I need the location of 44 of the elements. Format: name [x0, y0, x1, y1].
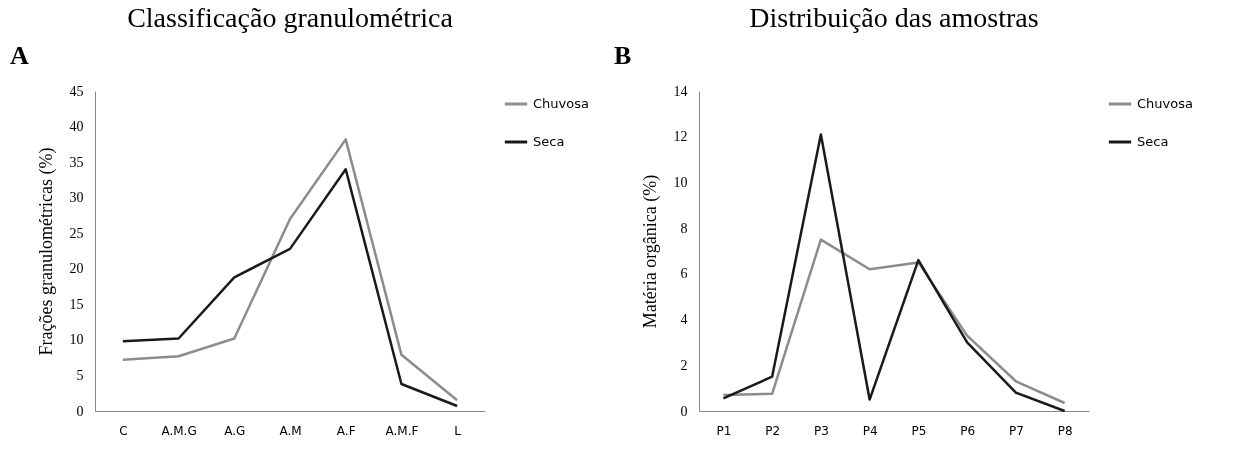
text: A [10, 41, 29, 70]
y-tick-label: 8 [680, 220, 688, 236]
y-axis-title: Matéria orgânica (%) [639, 174, 661, 329]
text: B [614, 41, 632, 70]
x-tick-label: P4 [862, 423, 878, 438]
legend-label: Seca [1137, 134, 1169, 149]
x-tick-label: A.G [224, 423, 246, 438]
y-tick-label: 5 [76, 367, 84, 383]
y-tick-label: 10 [69, 332, 84, 348]
x-tick-label: A.F [336, 423, 356, 438]
x-tick-label: L [454, 423, 462, 438]
x-tick-label: A.M.F [385, 423, 419, 438]
y-tick-label: 15 [69, 296, 84, 312]
y-tick-label: 0 [76, 403, 84, 419]
x-tick-label: P7 [1008, 423, 1024, 438]
x-tick-label: C [119, 423, 128, 438]
y-tick-label: 12 [673, 129, 688, 145]
y-tick-label: 14 [673, 83, 688, 99]
y-tick-label: 10 [673, 174, 688, 190]
x-tick-label: P6 [960, 423, 976, 438]
chart-title: Distribuição das amostras [749, 2, 1039, 33]
chart-title: Classificação granulométrica [127, 2, 454, 33]
legend-label: Seca [533, 134, 565, 149]
y-tick-label: 2 [680, 357, 688, 373]
x-tick-label: A.M [279, 423, 302, 438]
y-tick-label: 20 [69, 261, 84, 277]
y-tick-label: 4 [680, 312, 688, 328]
line-series [722, 133, 1066, 413]
y-tick-label: 35 [69, 154, 84, 170]
y-axis-title: Frações granulométricas (%) [35, 147, 57, 356]
legend-label: Chuvosa [533, 96, 589, 111]
y-tick-label: 45 [69, 83, 84, 99]
x-tick-label: P3 [813, 423, 829, 438]
y-tick-label: 0 [680, 403, 688, 419]
x-tick-label: P2 [765, 423, 781, 438]
legend-label: Chuvosa [1137, 96, 1193, 111]
x-tick-label: P8 [1057, 423, 1073, 438]
x-tick-label: P1 [716, 423, 732, 438]
y-tick-label: 30 [69, 190, 84, 206]
y-tick-label: 25 [69, 225, 84, 241]
y-tick-label: 6 [680, 266, 688, 282]
y-tick-label: 40 [69, 119, 84, 135]
x-tick-label: P5 [911, 423, 927, 438]
x-tick-label: A.M.G [161, 423, 197, 438]
